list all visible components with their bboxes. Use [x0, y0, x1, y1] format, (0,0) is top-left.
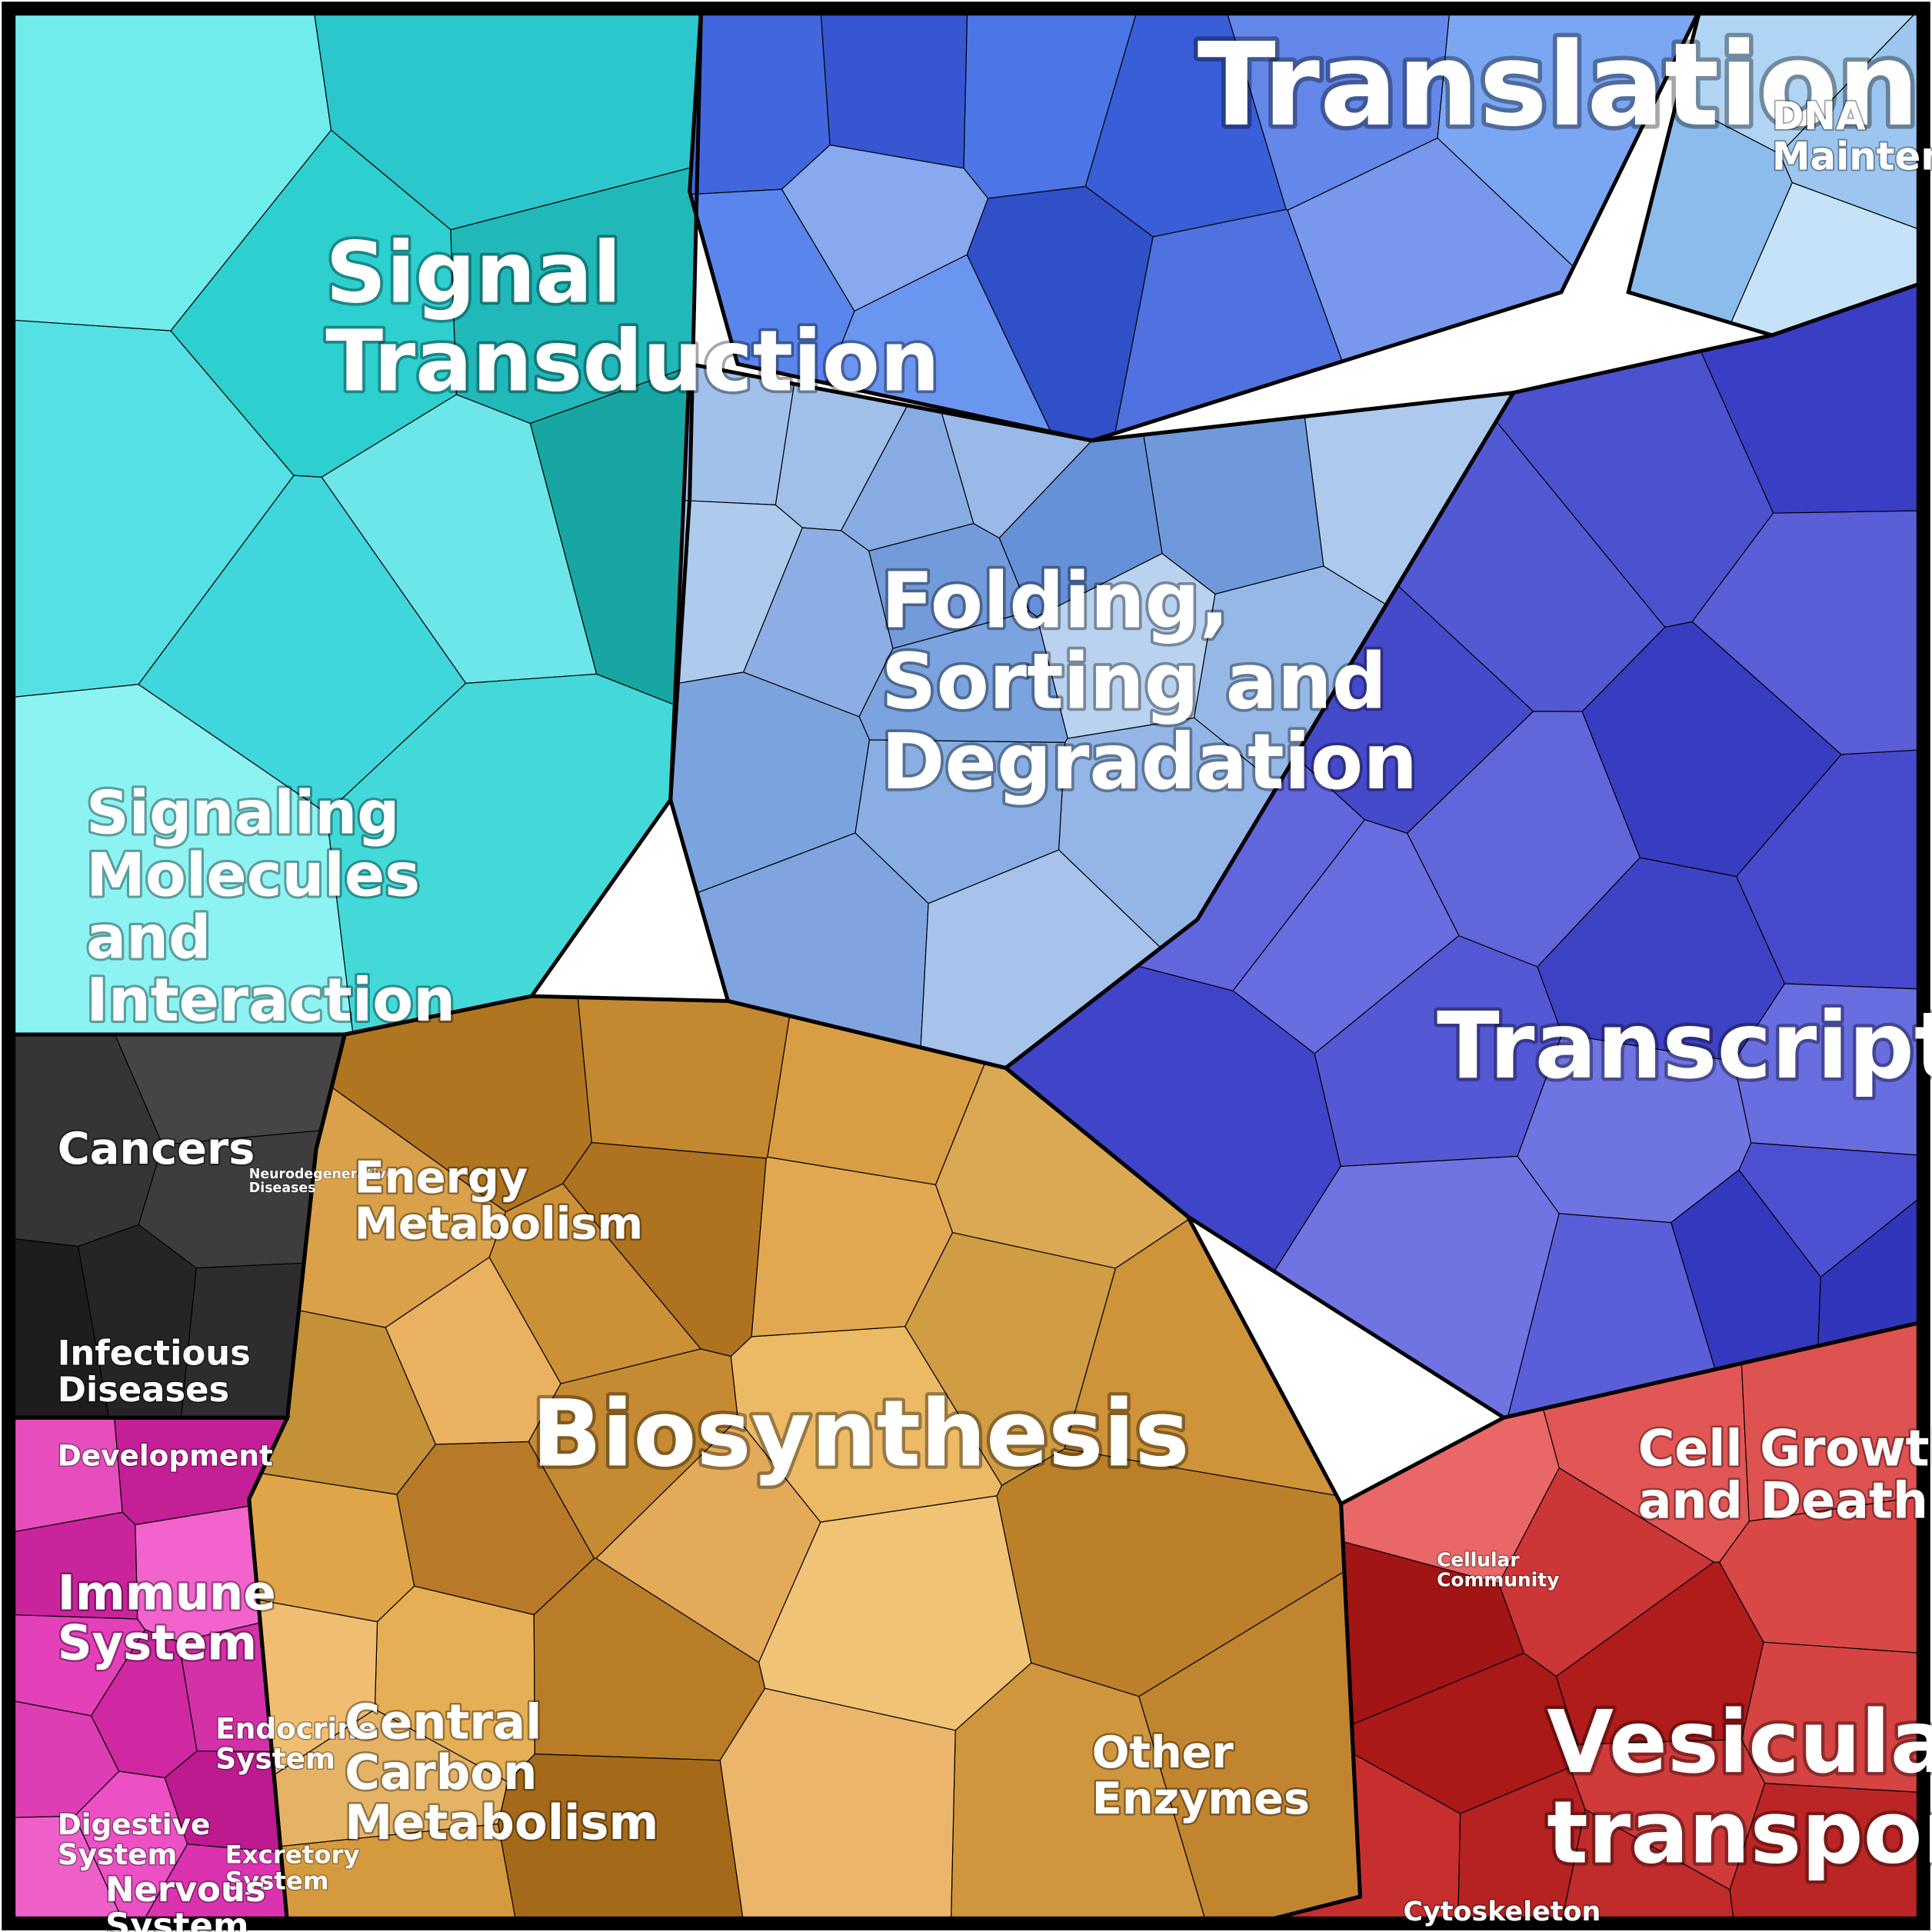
label-immune_system: ImmuneSystem	[58, 1564, 276, 1671]
cell	[578, 998, 789, 1158]
label-cell_growth: Cell Growthand Death	[1638, 1421, 1932, 1531]
label-transcription: Transcription	[1437, 993, 1932, 1100]
label-vesicular: Vesiculartransport	[1547, 1693, 1932, 1884]
label-cancers: Cancers	[58, 1123, 255, 1174]
label-nervous: NervousSystem	[105, 1869, 266, 1932]
label-development: Development	[58, 1439, 273, 1473]
voronoi-treemap: TranslationDNAMaintenanceSignalTransduct…	[0, 0, 1932, 1932]
cell	[821, 8, 968, 168]
cell	[720, 1688, 955, 1924]
cell	[8, 1417, 122, 1533]
label-biosynthesis: Biosynthesis	[531, 1381, 1189, 1488]
label-infectious: InfectiousDiseases	[58, 1333, 251, 1410]
label-cytoskeleton: Cytoskeleton	[1404, 1897, 1601, 1927]
